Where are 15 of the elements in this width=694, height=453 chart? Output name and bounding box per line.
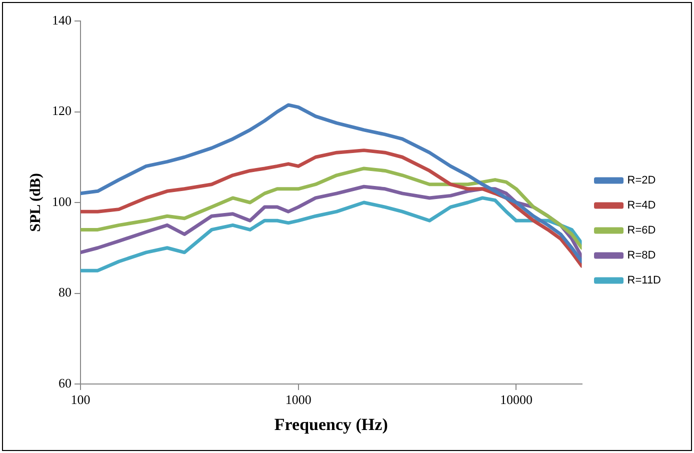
legend-label: R=6D bbox=[627, 224, 656, 237]
legend-label: R=2D bbox=[627, 174, 656, 187]
y-tick-label: 140 bbox=[52, 12, 72, 28]
legend-label: R=11D bbox=[627, 274, 662, 287]
x-tick-label: 100 bbox=[70, 392, 90, 408]
x-tick-label: 10000 bbox=[500, 392, 532, 408]
y-tick-label: 120 bbox=[52, 103, 72, 118]
x-axis-title: Frequency (Hz) bbox=[274, 415, 388, 434]
y-axis-title: SPL (dB) bbox=[28, 173, 44, 232]
y-tick-label: 100 bbox=[52, 194, 72, 209]
y-tick-label: 60 bbox=[58, 375, 72, 390]
y-tick-label: 80 bbox=[58, 284, 72, 300]
legend-label: R=4D bbox=[627, 200, 656, 212]
legend-label: R=8D bbox=[627, 250, 656, 262]
x-tick-label: 1000 bbox=[285, 392, 312, 408]
